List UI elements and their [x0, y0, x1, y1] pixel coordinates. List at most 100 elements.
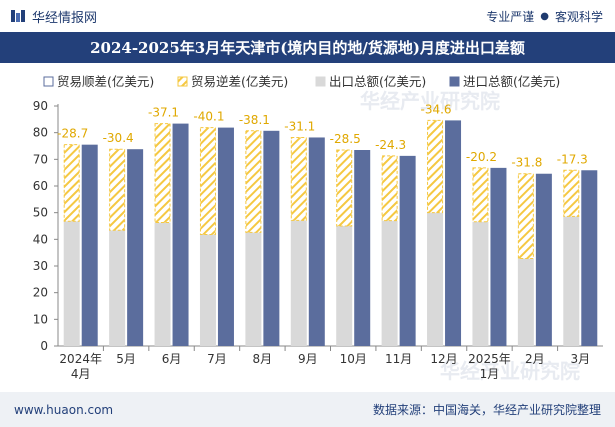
deficit-data-label: -28.7 — [57, 127, 88, 141]
legend-swatch — [177, 76, 188, 87]
x-tick-label: 6月 — [162, 352, 182, 366]
import-bar — [172, 123, 189, 346]
bars — [63, 119, 598, 347]
import-bar — [308, 137, 325, 346]
deficit-data-label: -28.5 — [330, 132, 361, 146]
header-bar: 华经情报网 专业严谨 ● 客观科学 — [0, 0, 615, 32]
export-bar — [563, 216, 580, 346]
export-bar — [245, 232, 262, 346]
deficit-bar — [109, 148, 126, 231]
y-tick-label: 90 — [33, 99, 48, 113]
deficit-bar — [199, 127, 216, 236]
deficit-bar — [381, 155, 398, 222]
footer: www.huaon.com 数据来源：中国海关，华经产业研究院整理 — [0, 392, 615, 427]
legend-swatch — [315, 76, 326, 87]
footer-url[interactable]: www.huaon.com — [14, 402, 114, 417]
deficit-data-label: -37.1 — [148, 106, 179, 120]
deficit-bar — [290, 136, 307, 221]
chart-title: 2024-2025年3月年天津市(境内目的地/货源地)月度进出口差额 — [0, 32, 615, 63]
export-bar — [109, 230, 126, 346]
legend-swatch — [43, 76, 54, 87]
deficit-data-label: -30.4 — [103, 131, 134, 145]
x-tick-label: 2024年 — [59, 352, 102, 366]
import-bar — [399, 155, 416, 346]
watermark-text: 华经产业研究院 — [360, 89, 500, 113]
deficit-data-label: -24.3 — [375, 138, 406, 152]
tag-objective: 客观科学 — [554, 9, 603, 24]
import-bar — [217, 127, 234, 346]
export-bar — [472, 221, 489, 346]
import-bar — [263, 130, 280, 346]
watermark-text: 华经产业研究院 — [440, 359, 580, 383]
y-tick-label: 80 — [33, 126, 48, 140]
deficit-bar — [245, 130, 262, 233]
chart: 贸易顺差(亿美元) 贸易逆差(亿美元) 出口总额(亿美元) 进口总额(亿美元) 华经产… — [33, 74, 603, 383]
deficit-data-label: -31.1 — [284, 119, 315, 133]
legend-label: 进口总额(亿美元) — [463, 74, 560, 89]
y-tick-label: 0 — [40, 339, 48, 353]
export-bar — [427, 212, 444, 346]
y-tick-label: 60 — [33, 179, 48, 193]
import-bar — [445, 120, 462, 347]
import-bar — [581, 170, 598, 346]
x-tick-label: 1月 — [480, 367, 500, 381]
deficit-bar — [154, 123, 171, 224]
x-tick-label: 4月 — [71, 367, 91, 381]
deficit-bar — [563, 169, 580, 217]
x-tick-label: 8月 — [253, 352, 273, 366]
x-tick-label: 10月 — [340, 352, 367, 366]
x-tick-label: 9月 — [298, 352, 318, 366]
deficit-data-label: -40.1 — [193, 110, 224, 124]
export-bar — [63, 221, 80, 346]
brand-name: 华经情报网 — [32, 10, 98, 26]
deficit-data-label: -34.6 — [421, 102, 452, 116]
legend-swatch — [449, 76, 460, 87]
export-bar — [199, 234, 216, 346]
deficit-bar — [427, 119, 444, 214]
import-bar — [81, 144, 98, 346]
separator-dot: ● — [540, 10, 549, 22]
export-bar — [517, 258, 534, 346]
data-labels: -28.7 -30.4 -37.1 -40.1 -38.1 -31.1 -28.5 -24.3… — [57, 102, 588, 169]
import-bar — [490, 167, 507, 346]
x-tick-label: 11月 — [385, 352, 412, 366]
deficit-bar — [472, 167, 489, 223]
deficit-data-label: -31.8 — [511, 156, 542, 170]
deficit-data-label: -17.3 — [557, 152, 588, 166]
brand: 华经情报网 — [10, 7, 97, 26]
x-tick-label: 3月 — [570, 352, 590, 366]
footer-source: 数据来源：中国海关，华经产业研究院整理 — [372, 403, 601, 417]
x-tick-label: 5月 — [116, 352, 136, 366]
y-tick-label: 20 — [33, 286, 48, 300]
import-bar — [535, 173, 552, 346]
tag-professional: 专业严谨 — [486, 9, 535, 24]
y-tick-label: 40 — [33, 232, 48, 246]
export-bar — [154, 222, 171, 346]
legend-label: 贸易逆差(亿美元) — [191, 74, 288, 89]
export-bar — [336, 226, 353, 346]
import-bar — [127, 149, 144, 346]
deficit-bar — [336, 149, 353, 227]
y-tick-label: 50 — [33, 206, 48, 220]
deficit-data-label: -20.2 — [466, 150, 497, 164]
y-tick-label: 70 — [33, 152, 48, 166]
x-tick-label: 7月 — [207, 352, 227, 366]
x-tick-label: 2月 — [525, 352, 545, 366]
deficit-data-label: -38.1 — [239, 113, 270, 127]
deficit-bar — [517, 173, 534, 260]
x-tick-label: 12月 — [430, 352, 457, 366]
header-tags: 专业严谨 ● 客观科学 — [486, 8, 603, 25]
brand-logo-icon — [11, 10, 25, 22]
export-bar — [381, 220, 398, 346]
export-bar — [290, 220, 307, 346]
legend: 贸易顺差(亿美元) 贸易逆差(亿美元) 出口总额(亿美元) 进口总额(亿美元) — [43, 74, 560, 89]
legend-label: 贸易顺差(亿美元) — [57, 74, 154, 89]
import-bar — [354, 150, 371, 346]
legend-label: 出口总额(亿美元) — [329, 74, 426, 89]
y-tick-label: 30 — [33, 259, 48, 273]
deficit-bar — [63, 144, 80, 222]
x-tick-label: 2025年 — [468, 352, 511, 366]
y-tick-label: 10 — [33, 312, 48, 326]
